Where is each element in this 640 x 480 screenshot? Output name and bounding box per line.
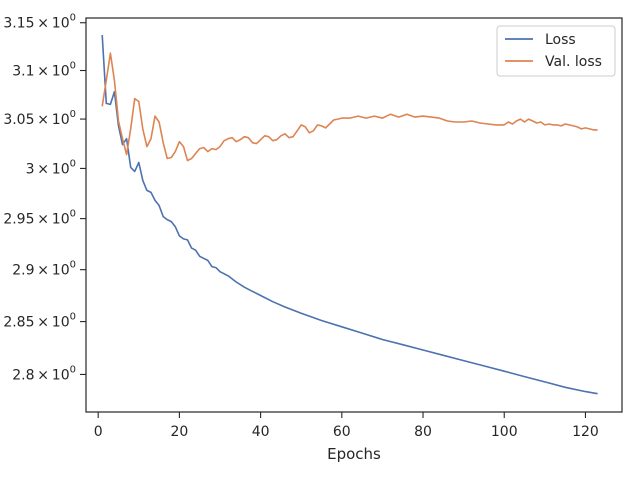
y-tick-label: 3 × 100: [26, 158, 76, 177]
x-tick-label: 80: [414, 424, 432, 440]
x-tick-label: 40: [252, 424, 270, 440]
x-axis-label: Epochs: [327, 445, 381, 463]
y-tick-label: 2.8 × 100: [12, 364, 76, 383]
y-tick-exponent: 0: [70, 109, 76, 120]
y-tick-label: 2.95 × 100: [3, 209, 76, 228]
y-tick-exponent: 0: [70, 312, 76, 323]
series-line-val-loss: [101, 52, 598, 162]
axes-frame: [85, 17, 623, 413]
x-tick-label: 120: [572, 424, 599, 440]
y-tick-label: 2.9 × 100: [12, 260, 76, 279]
y-tick-exponent: 0: [70, 209, 76, 220]
legend: Loss Val. loss: [496, 25, 616, 77]
y-tick-label: 3.05 × 100: [3, 109, 76, 128]
legend-label: Val. loss: [545, 54, 602, 70]
y-tick-exponent: 0: [70, 364, 76, 375]
x-tick-label: 20: [170, 424, 188, 440]
y-tick-exponent: 0: [70, 158, 76, 169]
y-tick-exponent: 0: [70, 13, 76, 24]
plot-lines: [101, 35, 598, 395]
x-tick-label: 100: [491, 424, 518, 440]
y-tick-label: 2.85 × 100: [3, 312, 76, 331]
y-tick-exponent: 0: [70, 61, 76, 72]
y-tick-label: 3.15 × 100: [3, 13, 76, 32]
x-tick-label: 0: [94, 424, 103, 440]
axis-ticks: 0 20 40 60 80 100 120 2.8 × 100 2.85 × 100 2.9 × …: [3, 13, 599, 440]
series-line-loss: [101, 35, 598, 395]
y-tick-exponent: 0: [70, 260, 76, 271]
legend-label: Loss: [545, 32, 576, 48]
y-tick-label: 3.1 × 100: [12, 61, 76, 80]
x-tick-label: 60: [333, 424, 351, 440]
